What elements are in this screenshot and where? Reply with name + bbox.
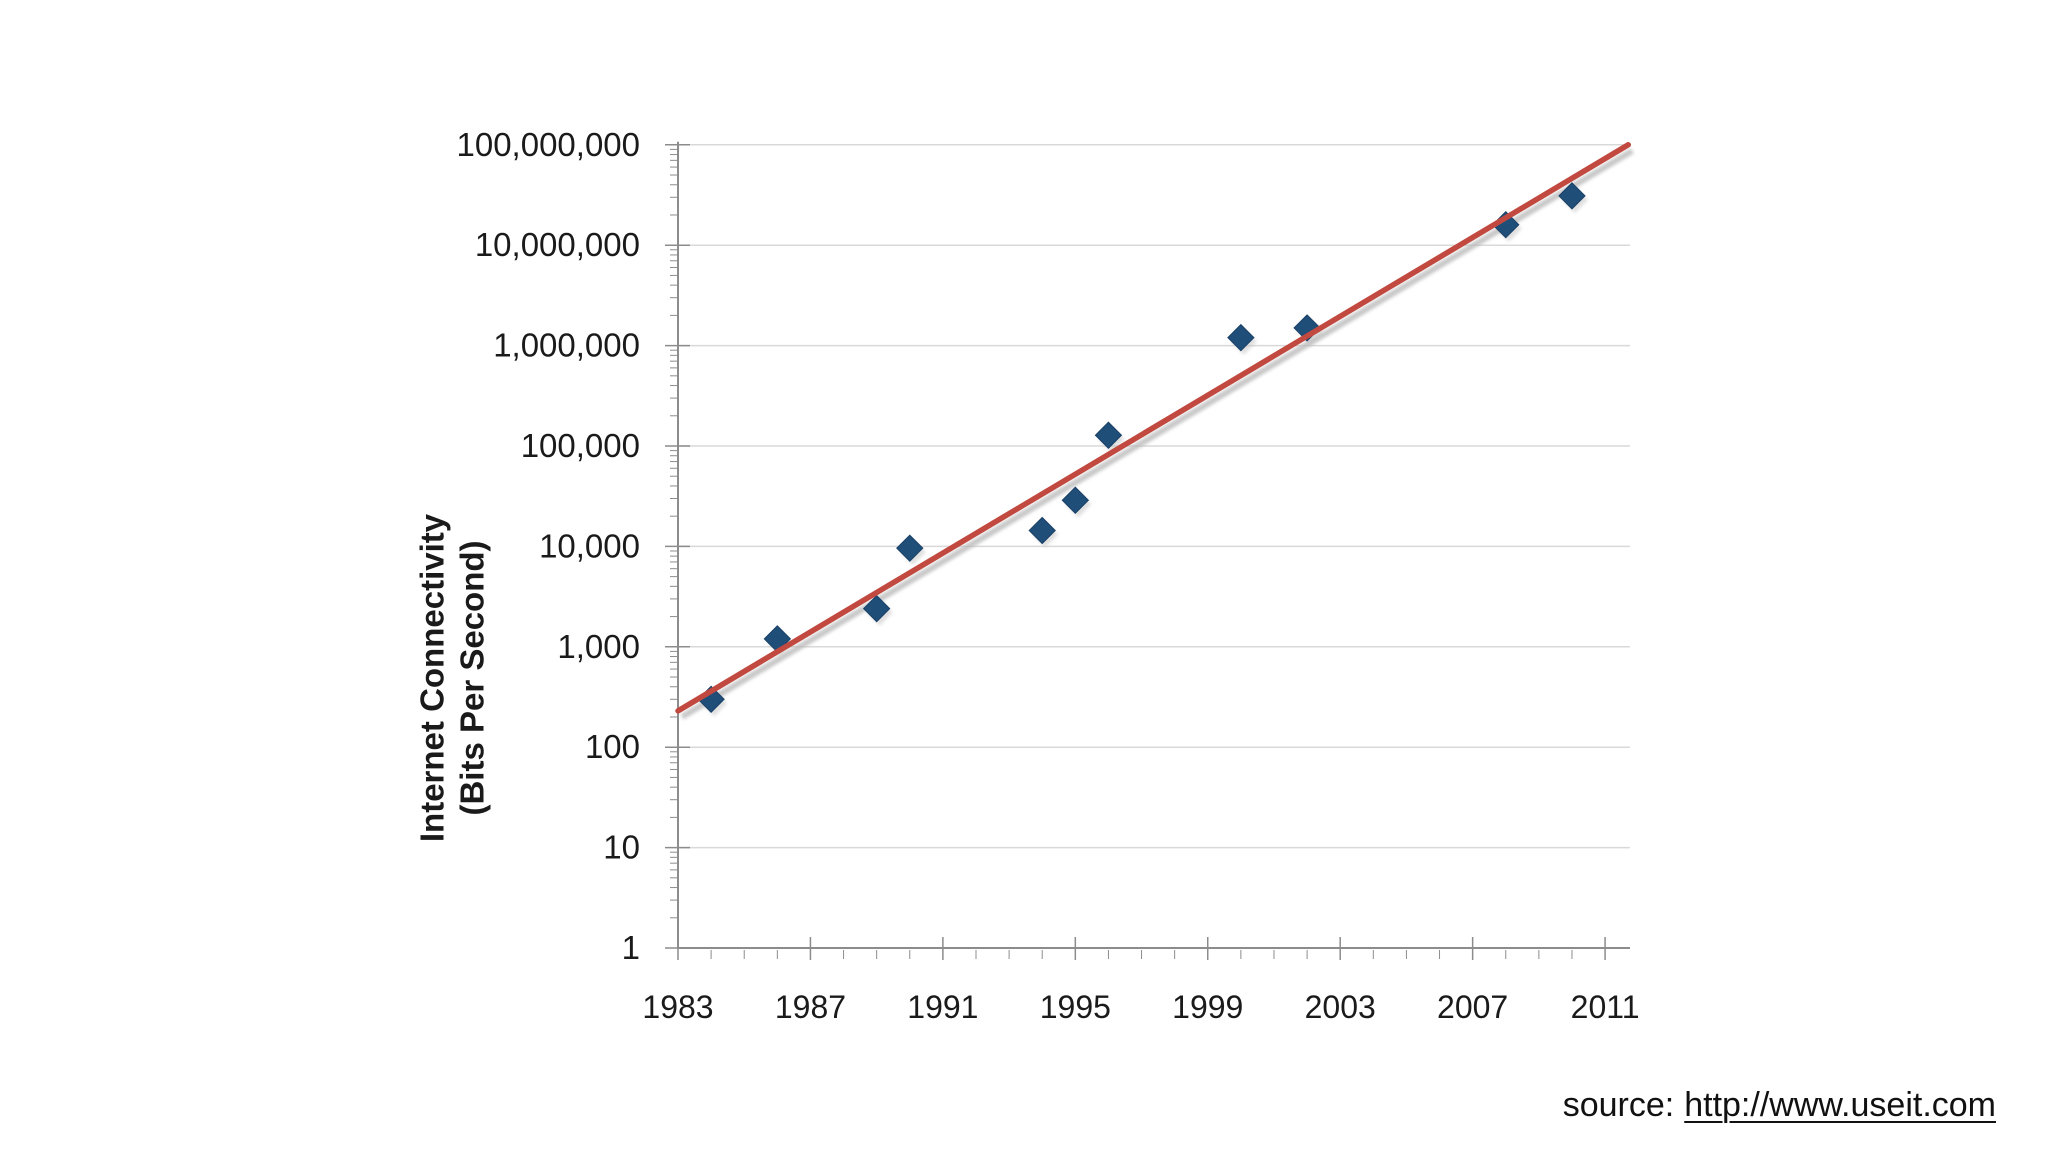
y-ticks	[665, 144, 690, 949]
x-tick-label: 2007	[1437, 989, 1508, 1025]
x-tick-label: 2003	[1305, 989, 1376, 1025]
y-tick-label: 10	[603, 829, 640, 866]
y-tick-label: 100,000	[521, 427, 640, 464]
y-tick-label: 1,000	[557, 628, 640, 665]
source-label: source:	[1562, 1086, 1675, 1124]
x-ticks	[677, 937, 1606, 960]
x-tick-label: 1999	[1172, 989, 1243, 1025]
data-point-1989	[862, 594, 891, 623]
x-tick-label: 1987	[775, 989, 846, 1025]
trendline	[675, 142, 1632, 714]
axes	[677, 141, 1630, 949]
data-point-1990	[896, 534, 924, 562]
y-tick-label: 1,000,000	[493, 327, 640, 364]
data-point-2008	[1492, 210, 1520, 239]
data-point-2010	[1558, 182, 1586, 210]
trendline-shadow	[680, 148, 1634, 720]
y-tick-labels: 1 10 100 1,000 10,000 100,000 1,000,000 10,000,…	[456, 126, 640, 966]
data-point-2000	[1227, 323, 1255, 352]
data-point-1994	[1028, 516, 1056, 545]
x-tick-labels: 1983 1987 1991 1995 1999 2003 2007 2011	[642, 989, 1639, 1025]
x-tick-label: 1991	[907, 989, 978, 1025]
source-caption: source: http://www.useit.com	[1563, 1086, 1996, 1125]
y-tick-label: 10,000,000	[475, 226, 640, 263]
x-tick-label: 1995	[1040, 989, 1111, 1025]
data-points	[697, 182, 1588, 717]
x-tick-label: 1983	[642, 989, 713, 1025]
data-point-1996	[1094, 421, 1123, 449]
data-point-1995	[1061, 486, 1090, 514]
y-tick-label: 100	[585, 728, 640, 765]
x-tick-label: 2011	[1571, 989, 1640, 1025]
y-tick-label: 10,000	[539, 527, 640, 564]
y-tick-label: 1	[622, 929, 640, 966]
source-link[interactable]: http://www.useit.com	[1684, 1086, 1996, 1124]
y-tick-label: 100,000,000	[456, 126, 640, 163]
y-gridlines	[678, 144, 1630, 849]
